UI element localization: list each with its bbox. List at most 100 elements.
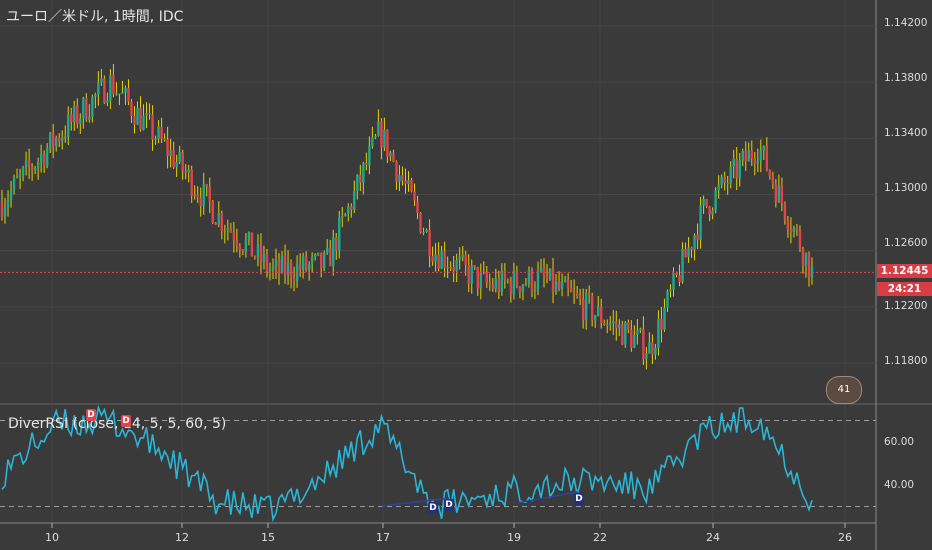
candle-body — [109, 75, 112, 101]
indicator-pane — [0, 405, 876, 522]
price-tick: 1.13000 — [884, 182, 928, 194]
candle-body — [100, 78, 103, 83]
candle-body — [678, 275, 681, 282]
candle-body — [359, 174, 362, 183]
time-tick: 15 — [261, 531, 275, 544]
candle-body — [326, 247, 329, 253]
candle-body — [696, 235, 699, 241]
candle-body — [675, 272, 678, 276]
candle-body — [789, 229, 793, 233]
candle-body — [563, 279, 567, 283]
candle-body — [112, 75, 115, 95]
candle-body — [163, 138, 166, 140]
time-tick: 24 — [706, 531, 720, 544]
candle-body — [280, 255, 284, 273]
candle-body — [636, 330, 639, 335]
candle-body — [720, 176, 723, 185]
candle-body — [377, 121, 380, 136]
candle-body — [253, 256, 257, 258]
candle-body — [624, 322, 627, 345]
candle-body — [416, 200, 419, 213]
candle-body — [289, 262, 293, 279]
candle-body — [398, 175, 401, 182]
candle-body — [488, 283, 492, 285]
candle-body — [464, 254, 467, 265]
divergence-marker: D — [86, 409, 96, 421]
candle-body — [551, 268, 555, 292]
candle-body — [208, 186, 211, 202]
candle-body — [322, 252, 326, 269]
divergence-line — [381, 497, 450, 507]
candle-body — [36, 161, 40, 168]
candle-body — [265, 254, 269, 272]
candle-body — [157, 127, 160, 139]
candle-body — [139, 107, 142, 130]
candle-body — [353, 190, 356, 210]
candle-body — [554, 280, 558, 292]
candle-body — [292, 278, 296, 282]
candle-body — [548, 268, 552, 280]
candle-body — [271, 266, 275, 270]
candle-body — [169, 149, 172, 156]
candle-body — [569, 288, 573, 292]
candle-body — [708, 206, 711, 215]
candle-body — [124, 87, 127, 93]
notification-badge[interactable]: 41 — [826, 376, 862, 404]
candle-body — [590, 295, 594, 321]
candle-body — [371, 137, 374, 147]
candle-body — [539, 267, 543, 272]
candle-body — [560, 282, 564, 289]
candle-body — [115, 93, 118, 95]
candle-body — [259, 244, 263, 263]
candle-body — [12, 177, 16, 190]
candle-body — [39, 153, 43, 162]
candle-body — [747, 150, 750, 162]
candle-body — [732, 159, 735, 167]
candle-body — [801, 249, 805, 266]
candle-body — [482, 271, 485, 273]
candle-body — [786, 219, 790, 230]
candle-body — [64, 136, 67, 138]
candle-body — [765, 146, 769, 171]
candle-body — [368, 146, 371, 166]
candle-body — [229, 228, 233, 233]
candle-body — [536, 271, 540, 289]
candle-body — [672, 272, 675, 290]
candle-body — [530, 269, 534, 292]
candle-body — [774, 184, 778, 203]
candle-body — [407, 180, 410, 185]
candle-body — [467, 264, 470, 284]
candle-body — [597, 306, 600, 316]
candle-body — [515, 270, 519, 287]
candle-body — [512, 270, 516, 295]
candle-body — [21, 167, 25, 175]
candle-body — [717, 184, 720, 191]
candle-body — [729, 166, 732, 184]
candle-body — [0, 201, 4, 217]
candle-body — [723, 176, 726, 183]
candle-body — [286, 262, 290, 275]
candle-body — [142, 115, 145, 130]
price-pane — [0, 0, 876, 403]
candle-body — [783, 203, 787, 220]
candle-body — [479, 271, 482, 289]
candle-body — [42, 153, 46, 166]
time-tick: 22 — [593, 531, 607, 544]
candle-body — [301, 256, 305, 270]
candle-body — [313, 254, 317, 257]
candle-body — [48, 132, 52, 149]
candle-body — [172, 149, 175, 168]
candle-body — [473, 265, 476, 267]
candle-body — [681, 249, 684, 282]
rsi-line — [1, 404, 813, 523]
current-price-label: 1.12445 — [877, 264, 932, 278]
candle-body — [130, 101, 133, 116]
candle-body — [199, 197, 202, 207]
candle-body — [780, 184, 784, 204]
candle-body — [238, 245, 242, 250]
divergence-marker: D — [444, 499, 454, 511]
candle-body — [211, 201, 214, 224]
candle-body — [452, 267, 455, 272]
candle-body — [750, 150, 753, 159]
